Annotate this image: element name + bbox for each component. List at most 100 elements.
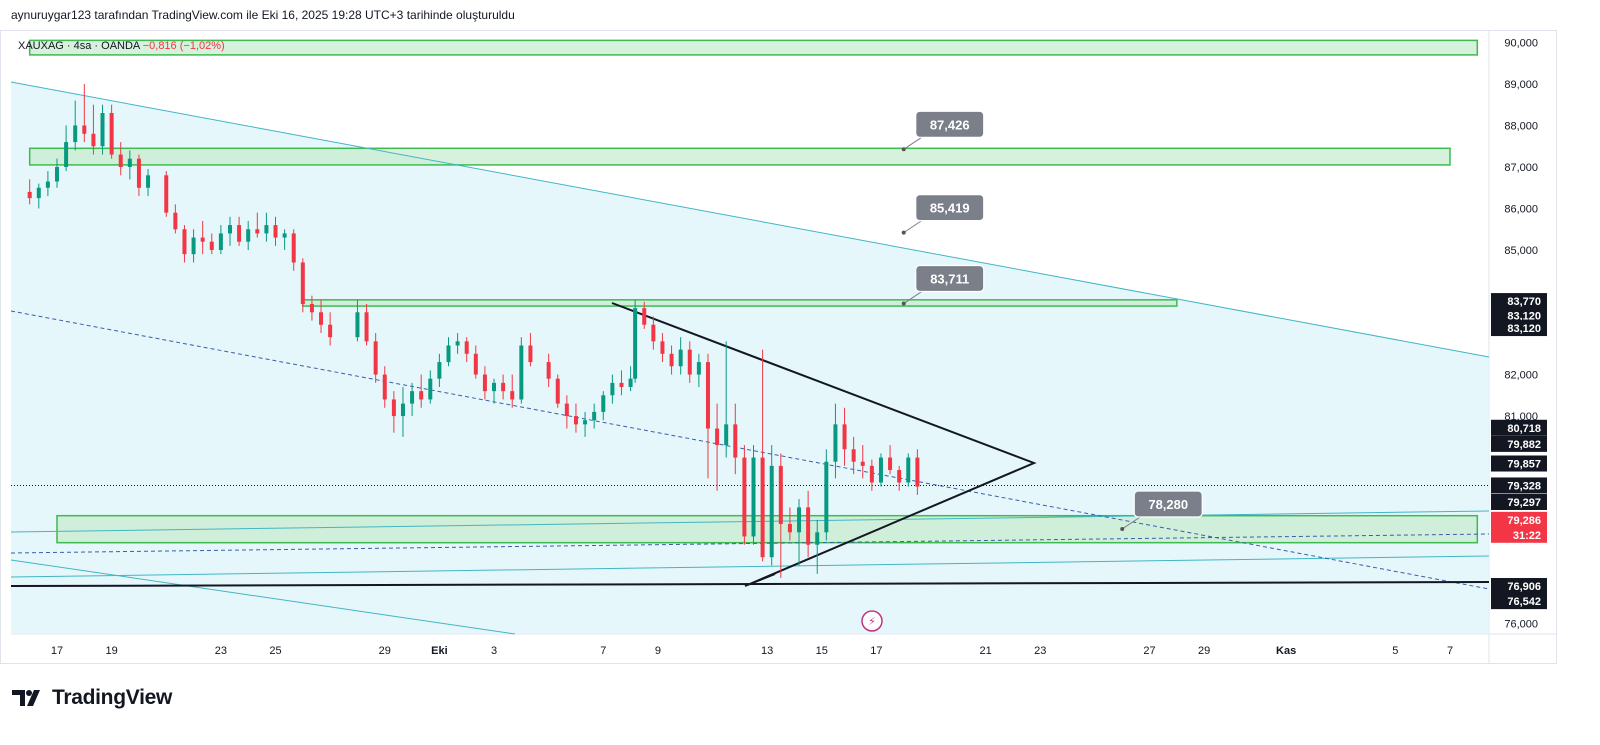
candle-body (218, 233, 223, 251)
candle-body (546, 362, 551, 379)
x-tick-label: 5 (1392, 645, 1398, 657)
axes-layer: 90,000 89,000 88,000 87,000 86,000 85,000 82,0… (51, 37, 1547, 657)
candle-body (633, 308, 638, 379)
zone-83700 (302, 299, 1178, 307)
callout-box (915, 194, 985, 222)
callout-label: 87,426 (930, 117, 970, 132)
support-line-cyan (10, 510, 1490, 533)
y-tick-label: 85,000 (1504, 245, 1538, 257)
candle-body (464, 341, 469, 354)
candle-body (715, 428, 720, 446)
callout-label: 85,419 (930, 201, 970, 216)
y-tick-label: 87,000 (1504, 162, 1538, 174)
overlay-layer: 87,426 85,419 83,711 78,280 ⚡ (861, 110, 1203, 632)
candle-body (328, 324, 333, 338)
candle-body (291, 233, 296, 263)
candle-body (619, 382, 624, 388)
candle-body (118, 154, 123, 167)
channel-fill (11, 82, 1489, 634)
price-tag-label: 79,882 (1507, 439, 1541, 451)
x-tick-label: 29 (379, 645, 391, 657)
candle-body (136, 158, 141, 188)
candle-body (906, 457, 911, 483)
zone-87300 (28, 147, 1451, 166)
callout-anchor (901, 230, 906, 235)
candle-body (246, 229, 251, 242)
x-tick-label: 21 (980, 645, 992, 657)
candle-body (446, 345, 451, 363)
callout-box (1133, 490, 1203, 518)
candle-body (319, 312, 324, 325)
candles-layer (27, 83, 920, 578)
candle-body (209, 241, 214, 251)
price-tag-label: 79,286 (1507, 515, 1541, 527)
candle-body (564, 403, 569, 417)
candle-body (760, 457, 765, 558)
symbol-legend[interactable]: XAUXAG · 4sa · OANDA −0,816 (−1,02%) (18, 40, 225, 52)
candle-body (915, 457, 920, 487)
candle-body (227, 225, 232, 234)
y-tick-label: 88,000 (1504, 120, 1538, 132)
candle-body (806, 507, 811, 545)
zone-90000 (28, 39, 1479, 56)
price-tag (1491, 526, 1547, 543)
trendlines-layer (10, 81, 1490, 635)
price-tag-label: 83,770 (1507, 296, 1541, 308)
x-tick-label: Kas (1276, 645, 1296, 657)
candle-body (555, 378, 560, 404)
channel-upper-line (10, 81, 1490, 358)
event-flash-glyph: ⚡ (868, 616, 876, 628)
price-tag-label: 31:22 (1513, 530, 1541, 542)
candle-body (742, 457, 747, 537)
price-tag (1491, 293, 1547, 310)
candle-body (492, 382, 497, 392)
x-tick-label: 13 (761, 645, 773, 657)
x-tick-label: 23 (1034, 645, 1046, 657)
candle-body (678, 349, 683, 367)
callout-anchor (901, 147, 906, 152)
x-tick-label: 27 (1143, 645, 1155, 657)
channel-lower-line (10, 559, 516, 635)
price-tag (1491, 455, 1547, 472)
callout-pointer (1121, 516, 1141, 530)
price-change: −0,816 (−1,02%) (142, 40, 225, 52)
candle-body (610, 382, 615, 396)
candle-body (391, 399, 396, 417)
candle-body (410, 391, 415, 404)
candle-body (182, 229, 187, 255)
candle-body (146, 175, 151, 188)
candle-body (519, 345, 524, 400)
price-tag (1491, 493, 1547, 510)
tradingview-wordmark: TradingView (52, 686, 173, 709)
candle-body (787, 523, 792, 533)
candle-body (573, 416, 578, 425)
candle-body (200, 237, 205, 242)
candle-body (833, 424, 838, 462)
price-tag (1491, 320, 1547, 337)
callout-label: 78,280 (1148, 497, 1188, 512)
chart-frame (0, 30, 1557, 664)
candle-body (45, 181, 50, 188)
candle-body (897, 470, 902, 483)
candle-body (91, 133, 96, 147)
x-tick-label: 7 (1447, 645, 1453, 657)
callout-label: 83,711 (930, 272, 969, 287)
tradingview-brand[interactable]: TradingView (12, 686, 172, 710)
background-layer (0, 30, 1557, 664)
x-tick-label: 17 (51, 645, 63, 657)
x-tick-label: 29 (1198, 645, 1210, 657)
support-line-cyan-2 (10, 555, 1490, 578)
candle-body (482, 374, 487, 392)
candle-body (419, 391, 424, 400)
y-tick-label: 82,000 (1504, 370, 1538, 382)
y-tick-label: 76,000 (1504, 619, 1538, 631)
candle-body (860, 461, 865, 466)
candle-body (583, 420, 588, 425)
x-tick-label: 19 (106, 645, 118, 657)
candle-body (27, 191, 32, 199)
dashed-support (10, 533, 1490, 554)
candle-body (437, 362, 442, 379)
candle-body (660, 341, 665, 354)
candle-body (778, 465, 783, 524)
